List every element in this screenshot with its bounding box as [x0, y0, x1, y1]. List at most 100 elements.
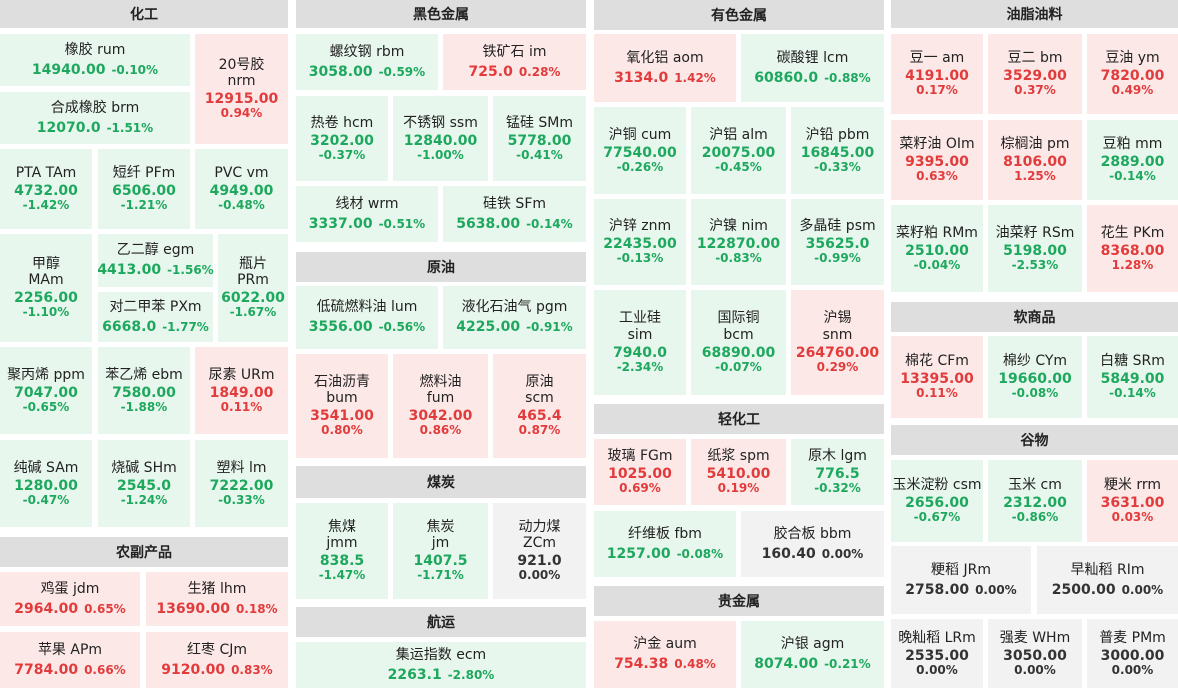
- contract-tile[interactable]: 普麦 PMm 3000.00 0.00%: [1087, 619, 1178, 688]
- change-percent: -1.24%: [120, 492, 168, 507]
- contract-name: 普麦 PMm: [1099, 629, 1166, 646]
- contract-tile[interactable]: 沪铅 pbm 16845.00 -0.33%: [791, 107, 884, 194]
- contract-tile[interactable]: 塑料 lm 7222.00 -0.33%: [195, 440, 288, 527]
- quote-group: 4732.00 -1.42%: [14, 183, 78, 213]
- contract-tile[interactable]: 纯碱 SAm 1280.00 -0.47%: [0, 440, 92, 527]
- contract-name: 棕榈油 pm: [1000, 136, 1070, 152]
- contract-tile[interactable]: 生猪 lhm 13690.00 0.18%: [146, 572, 288, 626]
- contract-tile[interactable]: 低硫燃料油 lum 3556.00 -0.56%: [296, 286, 438, 349]
- contract-name: 白糖 SRm: [1100, 353, 1165, 369]
- contract-tile[interactable]: 菜籽油 OIm 9395.00 0.63%: [891, 120, 983, 200]
- contract-name: 晚籼稻 LRm: [898, 629, 976, 646]
- contract-tile[interactable]: 花生 PKm 8368.00 1.28%: [1087, 205, 1178, 292]
- contract-tile[interactable]: 集运指数 ecm 2263.1 -2.80%: [296, 642, 586, 688]
- contract-tile[interactable]: 短纤 PFm 6506.00 -1.21%: [98, 149, 190, 229]
- contract-tile[interactable]: 玉米淀粉 csm 2656.00 -0.67%: [891, 460, 983, 542]
- quote-group: 776.5 -0.32%: [814, 466, 861, 496]
- contract-tile[interactable]: 焦炭 jm 1407.5 -1.71%: [393, 503, 488, 599]
- contract-tile[interactable]: PVC vm 4949.00 -0.48%: [195, 149, 288, 229]
- contract-tile[interactable]: 20号胶 nrm 12915.00 0.94%: [195, 34, 288, 144]
- contract-tile[interactable]: 豆油 ym 7820.00 0.49%: [1087, 34, 1178, 114]
- contract-tile[interactable]: 苯乙烯 ebm 7580.00 -1.88%: [98, 347, 190, 434]
- contract-tile[interactable]: 烧碱 SHm 2545.0 -1.24%: [98, 440, 190, 527]
- contract-tile[interactable]: PTA TAm 4732.00 -1.42%: [0, 149, 92, 229]
- contract-tile[interactable]: 菜籽粕 RMm 2510.00 -0.04%: [891, 205, 983, 292]
- contract-tile[interactable]: 纤维板 fbm 1257.00 -0.08%: [594, 511, 736, 577]
- contract-tile[interactable]: 原油 scm 465.4 0.87%: [493, 354, 586, 458]
- contract-tile[interactable]: 沪锌 znm 22435.00 -0.13%: [594, 199, 686, 285]
- change-percent: -0.37%: [318, 147, 366, 162]
- contract-tile[interactable]: 棉纱 CYm 19660.00 -0.08%: [988, 336, 1082, 418]
- contract-tile[interactable]: 石油沥青 bum 3541.00 0.80%: [296, 354, 388, 458]
- contract-tile[interactable]: 沪银 agm 8074.00 -0.21%: [741, 621, 884, 688]
- contract-tile[interactable]: 热卷 hcm 3202.00 -0.37%: [296, 96, 388, 181]
- contract-tile[interactable]: 白糖 SRm 5849.00 -0.14%: [1087, 336, 1178, 418]
- contract-tile[interactable]: 碳酸锂 lcm 60860.0 -0.88%: [741, 34, 884, 102]
- contract-tile[interactable]: 对二甲苯 PXm 6668.0 -1.77%: [98, 292, 213, 342]
- contract-name: 铁矿石 im: [482, 43, 547, 60]
- contract-tile[interactable]: 粳稻 JRm 2758.00 0.00%: [891, 546, 1031, 614]
- contract-tile[interactable]: 锰硅 SMm 5778.00 -0.41%: [493, 96, 586, 181]
- change-percent: 0.66%: [84, 662, 126, 677]
- contract-tile[interactable]: 沪铜 cum 77540.00 -0.26%: [594, 107, 686, 194]
- contract-tile[interactable]: 原木 lgm 776.5 -0.32%: [791, 439, 884, 505]
- section-header: 软商品: [891, 302, 1178, 332]
- contract-tile[interactable]: 晚籼稻 LRm 2535.00 0.00%: [891, 619, 983, 688]
- last-price: 5410.00: [706, 466, 771, 483]
- contract-tile[interactable]: 油菜籽 RSm 5198.00 -2.53%: [988, 205, 1082, 292]
- contract-tile[interactable]: 瓶片 PRm 6022.00 -1.67%: [218, 234, 288, 342]
- contract-name: 线材 wrm: [335, 195, 399, 212]
- change-percent: -0.51%: [378, 216, 426, 231]
- quote-group: 2758.00 0.00%: [905, 580, 1016, 598]
- contract-tile[interactable]: 红枣 CJm 9120.00 0.83%: [146, 632, 288, 688]
- contract-tile[interactable]: 苹果 APm 7784.00 0.66%: [0, 632, 140, 688]
- last-price: 6022.00: [221, 290, 285, 307]
- change-percent: -0.33%: [218, 492, 265, 507]
- contract-tile[interactable]: 鸡蛋 jdm 2964.00 0.65%: [0, 572, 140, 626]
- contract-tile[interactable]: 聚丙烯 ppm 7047.00 -0.65%: [0, 347, 92, 434]
- contract-tile[interactable]: 沪铝 alm 20075.00 -0.45%: [691, 107, 786, 194]
- contract-tile[interactable]: 焦煤 jmm 838.5 -1.47%: [296, 503, 388, 599]
- contract-tile[interactable]: 线材 wrm 3337.00 -0.51%: [296, 186, 438, 242]
- contract-tile[interactable]: 沪镍 nim 122870.00 -0.83%: [691, 199, 786, 285]
- contract-tile[interactable]: 棉花 CFm 13395.00 0.11%: [891, 336, 983, 418]
- contract-tile[interactable]: 棕榈油 pm 8106.00 1.25%: [988, 120, 1082, 200]
- contract-tile[interactable]: 尿素 URm 1849.00 0.11%: [195, 347, 288, 434]
- contract-tile[interactable]: 动力煤 ZCm 921.0 0.00%: [493, 503, 586, 599]
- contract-tile[interactable]: 氧化铝 aom 3134.0 1.42%: [594, 34, 736, 102]
- contract-tile[interactable]: 豆粕 mm 2889.00 -0.14%: [1087, 120, 1178, 200]
- change-percent: 0.83%: [231, 662, 273, 677]
- contract-tile[interactable]: 早籼稻 RIm 2500.00 0.00%: [1037, 546, 1178, 614]
- change-percent: -0.33%: [814, 159, 861, 174]
- contract-tile[interactable]: 甲醇 MAm 2256.00 -1.10%: [0, 234, 92, 342]
- contract-tile[interactable]: 不锈钢 ssm 12840.00 -1.00%: [393, 96, 488, 181]
- contract-tile[interactable]: 橡胶 rum 14940.00 -0.10%: [0, 34, 190, 86]
- quote-group: 22435.00 -0.13%: [603, 236, 677, 266]
- contract-tile[interactable]: 工业硅 sim 7940.0 -2.34%: [594, 290, 686, 395]
- contract-tile[interactable]: 国际铜 bcm 68890.00 -0.07%: [691, 290, 786, 395]
- contract-tile[interactable]: 液化石油气 pgm 4225.00 -0.91%: [443, 286, 586, 349]
- change-percent: -1.51%: [106, 120, 154, 135]
- last-price: 5778.00: [507, 132, 572, 149]
- change-percent: -0.14%: [1109, 169, 1156, 184]
- contract-tile[interactable]: 强麦 WHm 3050.00 0.00%: [988, 619, 1082, 688]
- contract-tile[interactable]: 沪锡 snm 264760.00 0.29%: [791, 290, 884, 395]
- contract-tile[interactable]: 纸浆 spm 5410.00 0.19%: [691, 439, 786, 505]
- contract-tile[interactable]: 豆一 am 4191.00 0.17%: [891, 34, 983, 114]
- contract-tile[interactable]: 乙二醇 egm 4413.00 -1.56%: [97, 234, 214, 287]
- quote-group: 2964.00 0.65%: [14, 599, 125, 617]
- contract-tile[interactable]: 螺纹钢 rbm 3058.00 -0.59%: [296, 34, 438, 90]
- contract-tile[interactable]: 玻璃 FGm 1025.00 0.69%: [594, 439, 686, 505]
- contract-tile[interactable]: 合成橡胶 brm 12070.0 -1.51%: [0, 92, 190, 144]
- contract-tile[interactable]: 粳米 rrm 3631.00 0.03%: [1087, 460, 1178, 542]
- contract-tile[interactable]: 燃料油 fum 3042.00 0.86%: [393, 354, 488, 458]
- contract-tile[interactable]: 硅铁 SFm 5638.00 -0.14%: [443, 186, 586, 242]
- contract-tile[interactable]: 胶合板 bbm 160.40 0.00%: [741, 511, 884, 577]
- contract-tile[interactable]: 沪金 aum 754.38 0.48%: [594, 621, 736, 688]
- contract-tile[interactable]: 铁矿石 im 725.0 0.28%: [443, 34, 586, 90]
- contract-tile[interactable]: 玉米 cm 2312.00 -0.86%: [988, 460, 1082, 542]
- contract-tile[interactable]: 多晶硅 psm 35625.0 -0.99%: [791, 199, 884, 285]
- quote-group: 754.38 0.48%: [614, 654, 716, 672]
- contract-tile[interactable]: 豆二 bm 3529.00 0.37%: [988, 34, 1082, 114]
- change-percent: -2.80%: [447, 667, 495, 682]
